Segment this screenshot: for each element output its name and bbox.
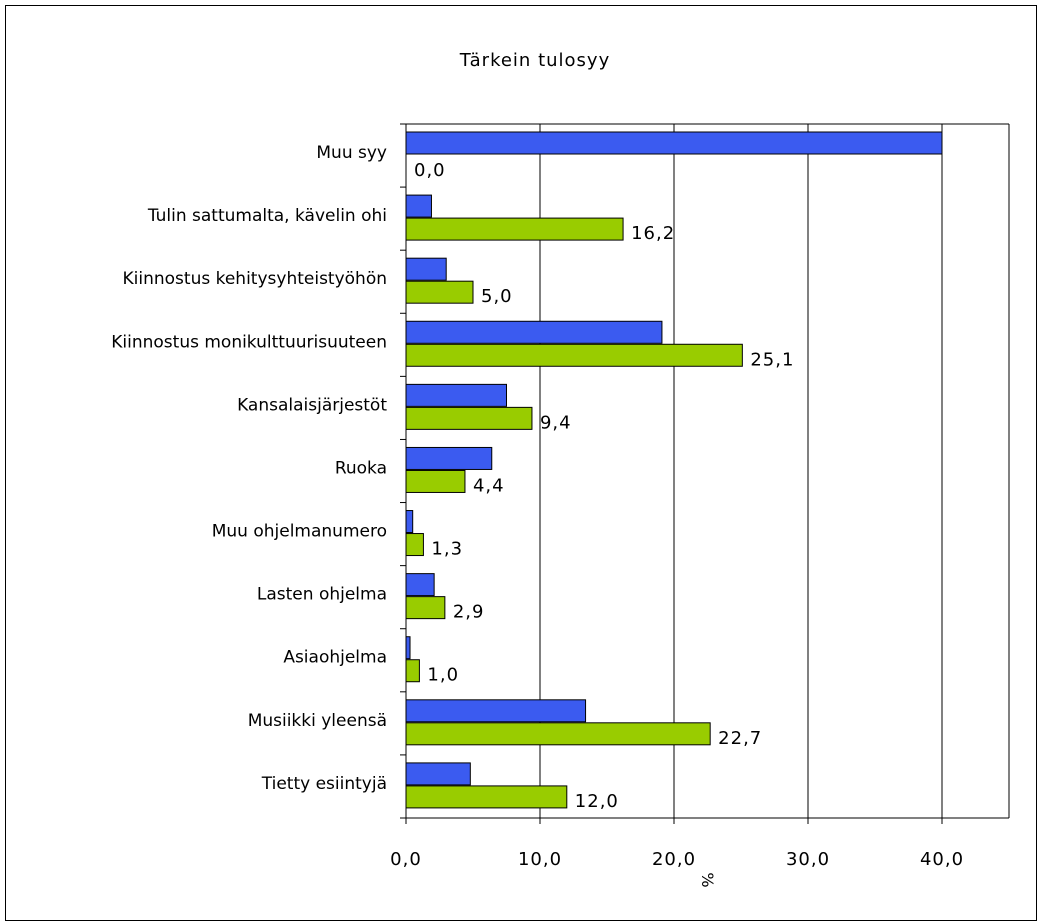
bar-series-2: [405, 217, 624, 241]
category-label: Muu ohjelmanumero: [212, 522, 387, 542]
bar-series-1: [405, 636, 411, 660]
category-label: Muu syy: [316, 143, 387, 163]
bar-series-2: [405, 596, 446, 620]
labels: 0,0 10,0 20,0 30,0 40,0 Muu syy 0,0 Tulin sattu…: [111, 143, 964, 870]
bar-series-1: [405, 131, 943, 155]
x-tick-label: 40,0: [920, 849, 964, 870]
data-label: 5,0: [481, 286, 513, 307]
bar-series-2: [405, 280, 474, 304]
data-label: 16,2: [631, 223, 675, 244]
category-label: Tietty esiintyjä: [261, 774, 387, 794]
bar-series-1: [405, 320, 663, 344]
category-label: Lasten ohjelma: [257, 585, 387, 605]
data-label: 1,3: [431, 539, 463, 560]
bar-series-2: [405, 343, 743, 367]
data-label: 25,1: [750, 349, 794, 370]
chart-frame: [5, 5, 1037, 921]
chart-title: Tärkein tulosyy: [459, 50, 610, 71]
category-label: Musiikki yleensä: [248, 711, 387, 731]
bar-series-1: [405, 510, 414, 534]
bar-series-2: [405, 406, 533, 430]
data-label: 9,4: [540, 412, 572, 433]
axes: [400, 123, 1009, 824]
x-axis-title: %: [698, 872, 717, 887]
bar-series-1: [405, 699, 587, 723]
data-label: 22,7: [718, 728, 762, 749]
category-label: Kiinnostus kehitysyhteistyöhön: [123, 269, 388, 289]
bar-series-1: [405, 573, 435, 597]
category-label: Asiaohjelma: [283, 648, 387, 668]
bar-series-2: [405, 722, 711, 746]
data-label: 2,9: [453, 602, 485, 623]
category-label: Kiinnostus monikulttuurisuuteen: [111, 332, 387, 352]
x-tick-label: 30,0: [786, 849, 830, 870]
bar-series-1: [405, 257, 447, 281]
category-label: Tulin sattumalta, kävelin ohi: [147, 206, 387, 226]
data-label: 0,0: [414, 160, 446, 181]
data-label: 1,0: [427, 665, 459, 686]
bar-series-2: [405, 469, 466, 493]
bar-series-1: [405, 446, 493, 470]
data-label: 4,4: [473, 475, 505, 496]
category-label: Ruoka: [335, 458, 387, 478]
bar-series-2: [405, 659, 420, 683]
bar-series-1: [405, 383, 507, 407]
bar-series-1: [405, 762, 471, 786]
x-tick-label: 10,0: [518, 849, 562, 870]
x-tick-label: 0,0: [390, 849, 422, 870]
bar-series-2: [405, 785, 568, 809]
bars: [405, 131, 943, 809]
bar-series-1: [405, 194, 432, 218]
category-label: Kansalaisjärjestöt: [237, 395, 387, 415]
bar-series-2: [405, 533, 424, 557]
data-label: 12,0: [575, 791, 619, 812]
x-tick-label: 20,0: [652, 849, 696, 870]
